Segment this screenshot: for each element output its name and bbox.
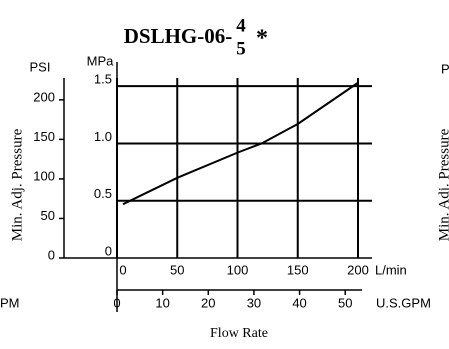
data-line [122,81,359,206]
chart-title: DSLHG-06- [124,24,233,48]
x2-tick-label: 40 [292,295,306,310]
chart-title-upper: 4 [236,15,246,36]
chart-title-suffix: * [256,26,268,52]
y-tick-label: 0 [105,243,112,258]
y-axis-label: Min. Adj. Pressure [9,128,25,241]
x-tick-label: 200 [347,262,369,277]
cropped-text: PM [0,295,20,310]
x-tick-label: 100 [227,262,249,277]
x-unit: L/min [375,262,407,277]
y-tick-label: 0.5 [94,186,112,201]
chart-title-lower: 5 [236,38,246,59]
y2-tick-label: 150 [33,129,55,144]
y2-tick-label: 200 [33,89,55,104]
y-tick-label: 1.5 [94,72,112,87]
y-tick-label: 1.0 [94,129,112,144]
x-tick-label: 150 [287,262,309,277]
x-tick-label: 50 [170,262,184,277]
y2-tick-label: 50 [41,208,55,223]
x2-tick-label: 20 [201,295,215,310]
cropped-text: Min. Adj. Pressure [436,128,449,241]
x2-tick-label: 10 [155,295,169,310]
x2-unit: U.S.GPM [376,295,431,310]
x-tick-label: 0 [119,262,126,277]
y2-unit: PSI [30,59,51,74]
x2-tick-label: 0 [113,295,120,310]
y-unit: MPa [87,53,115,68]
y2-tick-label: 100 [33,168,55,183]
x-axis-label: Flow Rate [210,326,268,341]
x2-tick-label: 50 [338,295,352,310]
y2-tick-label: 0 [48,247,55,262]
x2-tick-label: 30 [247,295,261,310]
cropped-text: P [441,61,449,76]
